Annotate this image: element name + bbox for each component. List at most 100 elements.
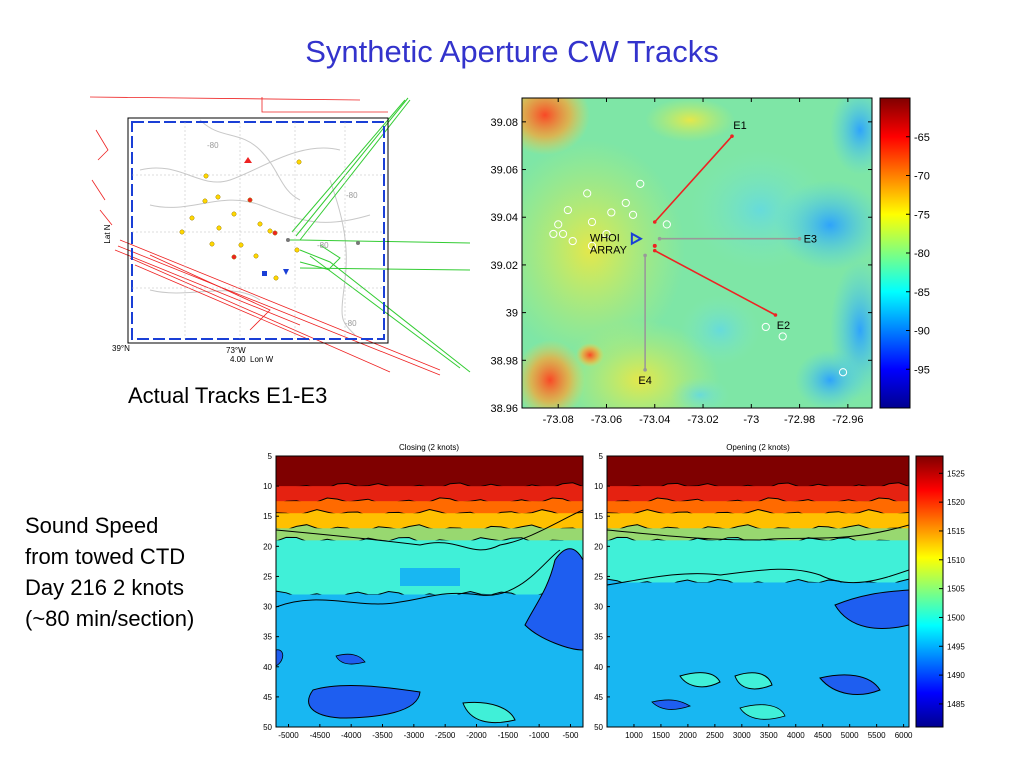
y-tick-label: 38.98 (490, 355, 518, 367)
colorbar-tick-label: -80 (914, 248, 930, 260)
x-tick-label: -2000 (466, 731, 487, 740)
x-tick-label: -73.06 (591, 414, 622, 426)
x-tick-label: 3500 (760, 731, 778, 740)
mooring-circle (636, 179, 645, 188)
bathymetry-map: -73.08 -73.06 -73.04 -73.02 -73 -72.98 -72.96 3… (490, 97, 873, 426)
contour-label: -80 (207, 141, 219, 150)
track-endpoint (797, 236, 802, 241)
track-line-e2 (654, 249, 776, 316)
track-map-corner-lat: 39°N (112, 344, 130, 353)
y-tick-label: 25 (594, 572, 603, 581)
track-map-ylabel: Lat N (103, 224, 112, 243)
x-tick-label: 5500 (868, 731, 886, 740)
y-tick-label: 39 (506, 308, 518, 320)
x-tick-label: -5000 (278, 731, 299, 740)
y-tick-label: 40 (594, 663, 603, 672)
sound-speed-layer (607, 486, 909, 505)
sound-speed-layer (276, 456, 583, 490)
contour-label: -80 (346, 191, 358, 200)
x-tick-label: -2500 (435, 731, 456, 740)
sound-speed-layer (607, 456, 909, 490)
y-tick-label: 25 (263, 572, 272, 581)
sound-speed-layer (607, 540, 909, 586)
y-tick-label: 45 (594, 693, 603, 702)
x-tick-label: 2500 (706, 731, 724, 740)
track-endpoint (773, 313, 778, 317)
y-tick-label: 15 (263, 512, 272, 521)
colorbar-tick-label: 1525 (947, 469, 965, 478)
colorbar-tick-label: 1485 (947, 700, 965, 709)
x-tick-label: -73.02 (687, 414, 718, 426)
y-tick-label: 5 (599, 452, 604, 461)
track-map: -80 -80 -80 -80 Lat N 39°N 73°W 4.00 Lon… (89, 96, 471, 376)
mooring-circle (607, 208, 616, 217)
x-tick-label: 2000 (679, 731, 697, 740)
track-endpoint (643, 253, 647, 258)
track-map-scale: 4.00 (230, 355, 246, 364)
y-tick-label: 10 (594, 482, 603, 491)
mooring-circle (628, 210, 638, 219)
y-tick-label: 50 (594, 723, 603, 732)
track-label-e1: E1 (733, 120, 746, 132)
mooring-circle (558, 229, 568, 239)
sound-speed-opening: Opening (2 knots) 1000 1500 2000 2500 3000 35… (594, 443, 913, 740)
colorbar-tick-label: -70 (914, 171, 930, 183)
track-map-corner-lon: 73°W (226, 346, 246, 355)
array-marker (630, 231, 643, 246)
colorbar-tick-label: 1490 (947, 671, 965, 680)
x-tick-label: -1000 (529, 731, 550, 740)
slide-title: Synthetic Aperture CW Tracks (305, 34, 719, 69)
y-tick-label: 30 (594, 603, 603, 612)
x-tick-label: -1500 (498, 731, 519, 740)
track-label-e4: E4 (638, 375, 651, 387)
x-tick-label: -3000 (404, 731, 425, 740)
x-tick-label: -4000 (341, 731, 362, 740)
array-label: WHOI (590, 233, 620, 245)
y-tick-label: 39.04 (490, 212, 518, 224)
mooring-circle (778, 332, 787, 341)
colorbar-tick-label: 1500 (947, 613, 965, 622)
caption-tracks: Actual Tracks E1-E3 (128, 383, 328, 408)
caption-line: Day 216 2 knots (25, 575, 184, 600)
x-tick-label: -73.04 (639, 414, 670, 426)
x-tick-label: 1000 (625, 731, 643, 740)
x-tick-label: -500 (562, 731, 579, 740)
mooring-circle (554, 220, 563, 229)
x-tick-label: 4000 (787, 731, 805, 740)
caption-line: from towed CTD (25, 544, 186, 569)
x-tick-label: -3500 (372, 731, 393, 740)
colorbar-tick-label: -65 (914, 132, 930, 144)
isoline (607, 508, 909, 517)
mooring-circle (568, 236, 577, 246)
track-endpoint (652, 248, 657, 253)
caption-line: (~80 min/section) (25, 606, 195, 631)
sound-speed-layer (607, 513, 909, 532)
mooring-circle (583, 189, 592, 198)
y-tick-label: 10 (263, 482, 272, 491)
mooring-circle (602, 229, 611, 239)
opening-title: Opening (2 knots) (726, 443, 790, 452)
mooring-circle (563, 205, 572, 215)
sound-speed-closing: Closing (2 knots) -5000 -4500 -4000 -3500 -3… (263, 443, 584, 740)
mooring-circle (761, 322, 770, 332)
colorbar-tick-label: 1505 (947, 585, 965, 594)
bathymetry-colorbar: -95 -90 -85 -80 -75 -70 -65 (879, 97, 930, 409)
colorbar-tick-label: -75 (914, 209, 930, 221)
y-tick-label: 50 (263, 723, 272, 732)
track-endpoint (730, 134, 734, 138)
y-tick-label: 45 (263, 693, 272, 702)
colorbar-tick-label: -85 (914, 287, 930, 299)
caption-sound-speed: Sound Speed from towed CTD Day 216 2 kno… (25, 510, 194, 634)
y-tick-label: 15 (594, 512, 603, 521)
y-tick-label: 38.96 (490, 403, 518, 415)
y-tick-label: 39.06 (490, 165, 518, 177)
mooring-circle (838, 368, 848, 377)
colorbar-tick-label: 1520 (947, 498, 965, 507)
contour-label: -80 (345, 319, 357, 328)
track-label-e3: E3 (804, 234, 817, 246)
x-tick-label: -72.96 (832, 414, 863, 426)
isoline (276, 508, 583, 517)
x-tick-label: 5000 (841, 731, 859, 740)
y-tick-label: 20 (263, 542, 272, 551)
